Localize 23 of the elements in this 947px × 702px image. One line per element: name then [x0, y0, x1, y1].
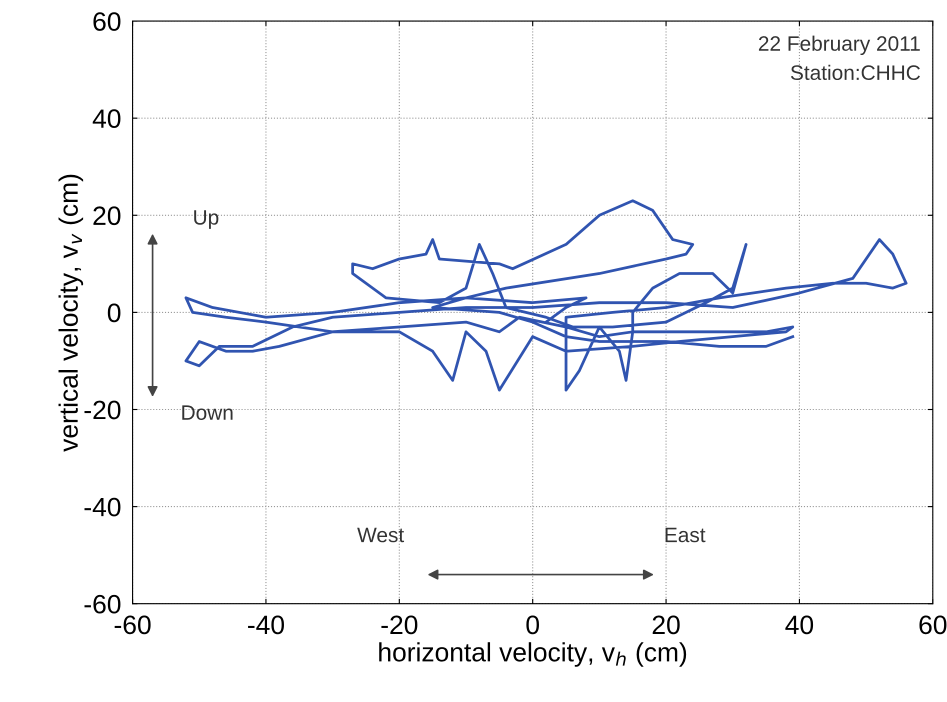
- x-tick-label: -20: [381, 616, 418, 634]
- y-tick-label: 0: [108, 304, 120, 322]
- x-tick-label: -40: [248, 616, 284, 634]
- x-tick-label: 60: [919, 616, 946, 634]
- y-tick-label: 40: [92, 109, 120, 128]
- annotation: Station:CHHC: [790, 64, 920, 80]
- x-tick-label: 0: [526, 616, 539, 634]
- annotation: 22 February 2011: [758, 36, 920, 56]
- y-tick-label: -60: [84, 594, 120, 614]
- annotation: Down: [182, 405, 233, 420]
- y-tick-label: -40: [84, 498, 120, 516]
- annotation: Up: [194, 210, 218, 229]
- annotation: East: [666, 528, 706, 542]
- line-series: [184, 199, 908, 392]
- annotation: West: [357, 528, 404, 542]
- x-tick-label: 40: [785, 616, 814, 634]
- x-tick-label: 20: [652, 616, 680, 634]
- x-axis-title: horizontal velocity, v$_{h}$ (cm): [379, 642, 686, 667]
- x-tick-label: -60: [114, 616, 151, 634]
- y-tick-label: 20: [93, 206, 120, 226]
- y-axis-title: vertical velocity, v$_{v}$ (cm): [58, 174, 84, 452]
- y-tick-label: 60: [93, 12, 120, 31]
- y-tick-label: -20: [84, 400, 120, 420]
